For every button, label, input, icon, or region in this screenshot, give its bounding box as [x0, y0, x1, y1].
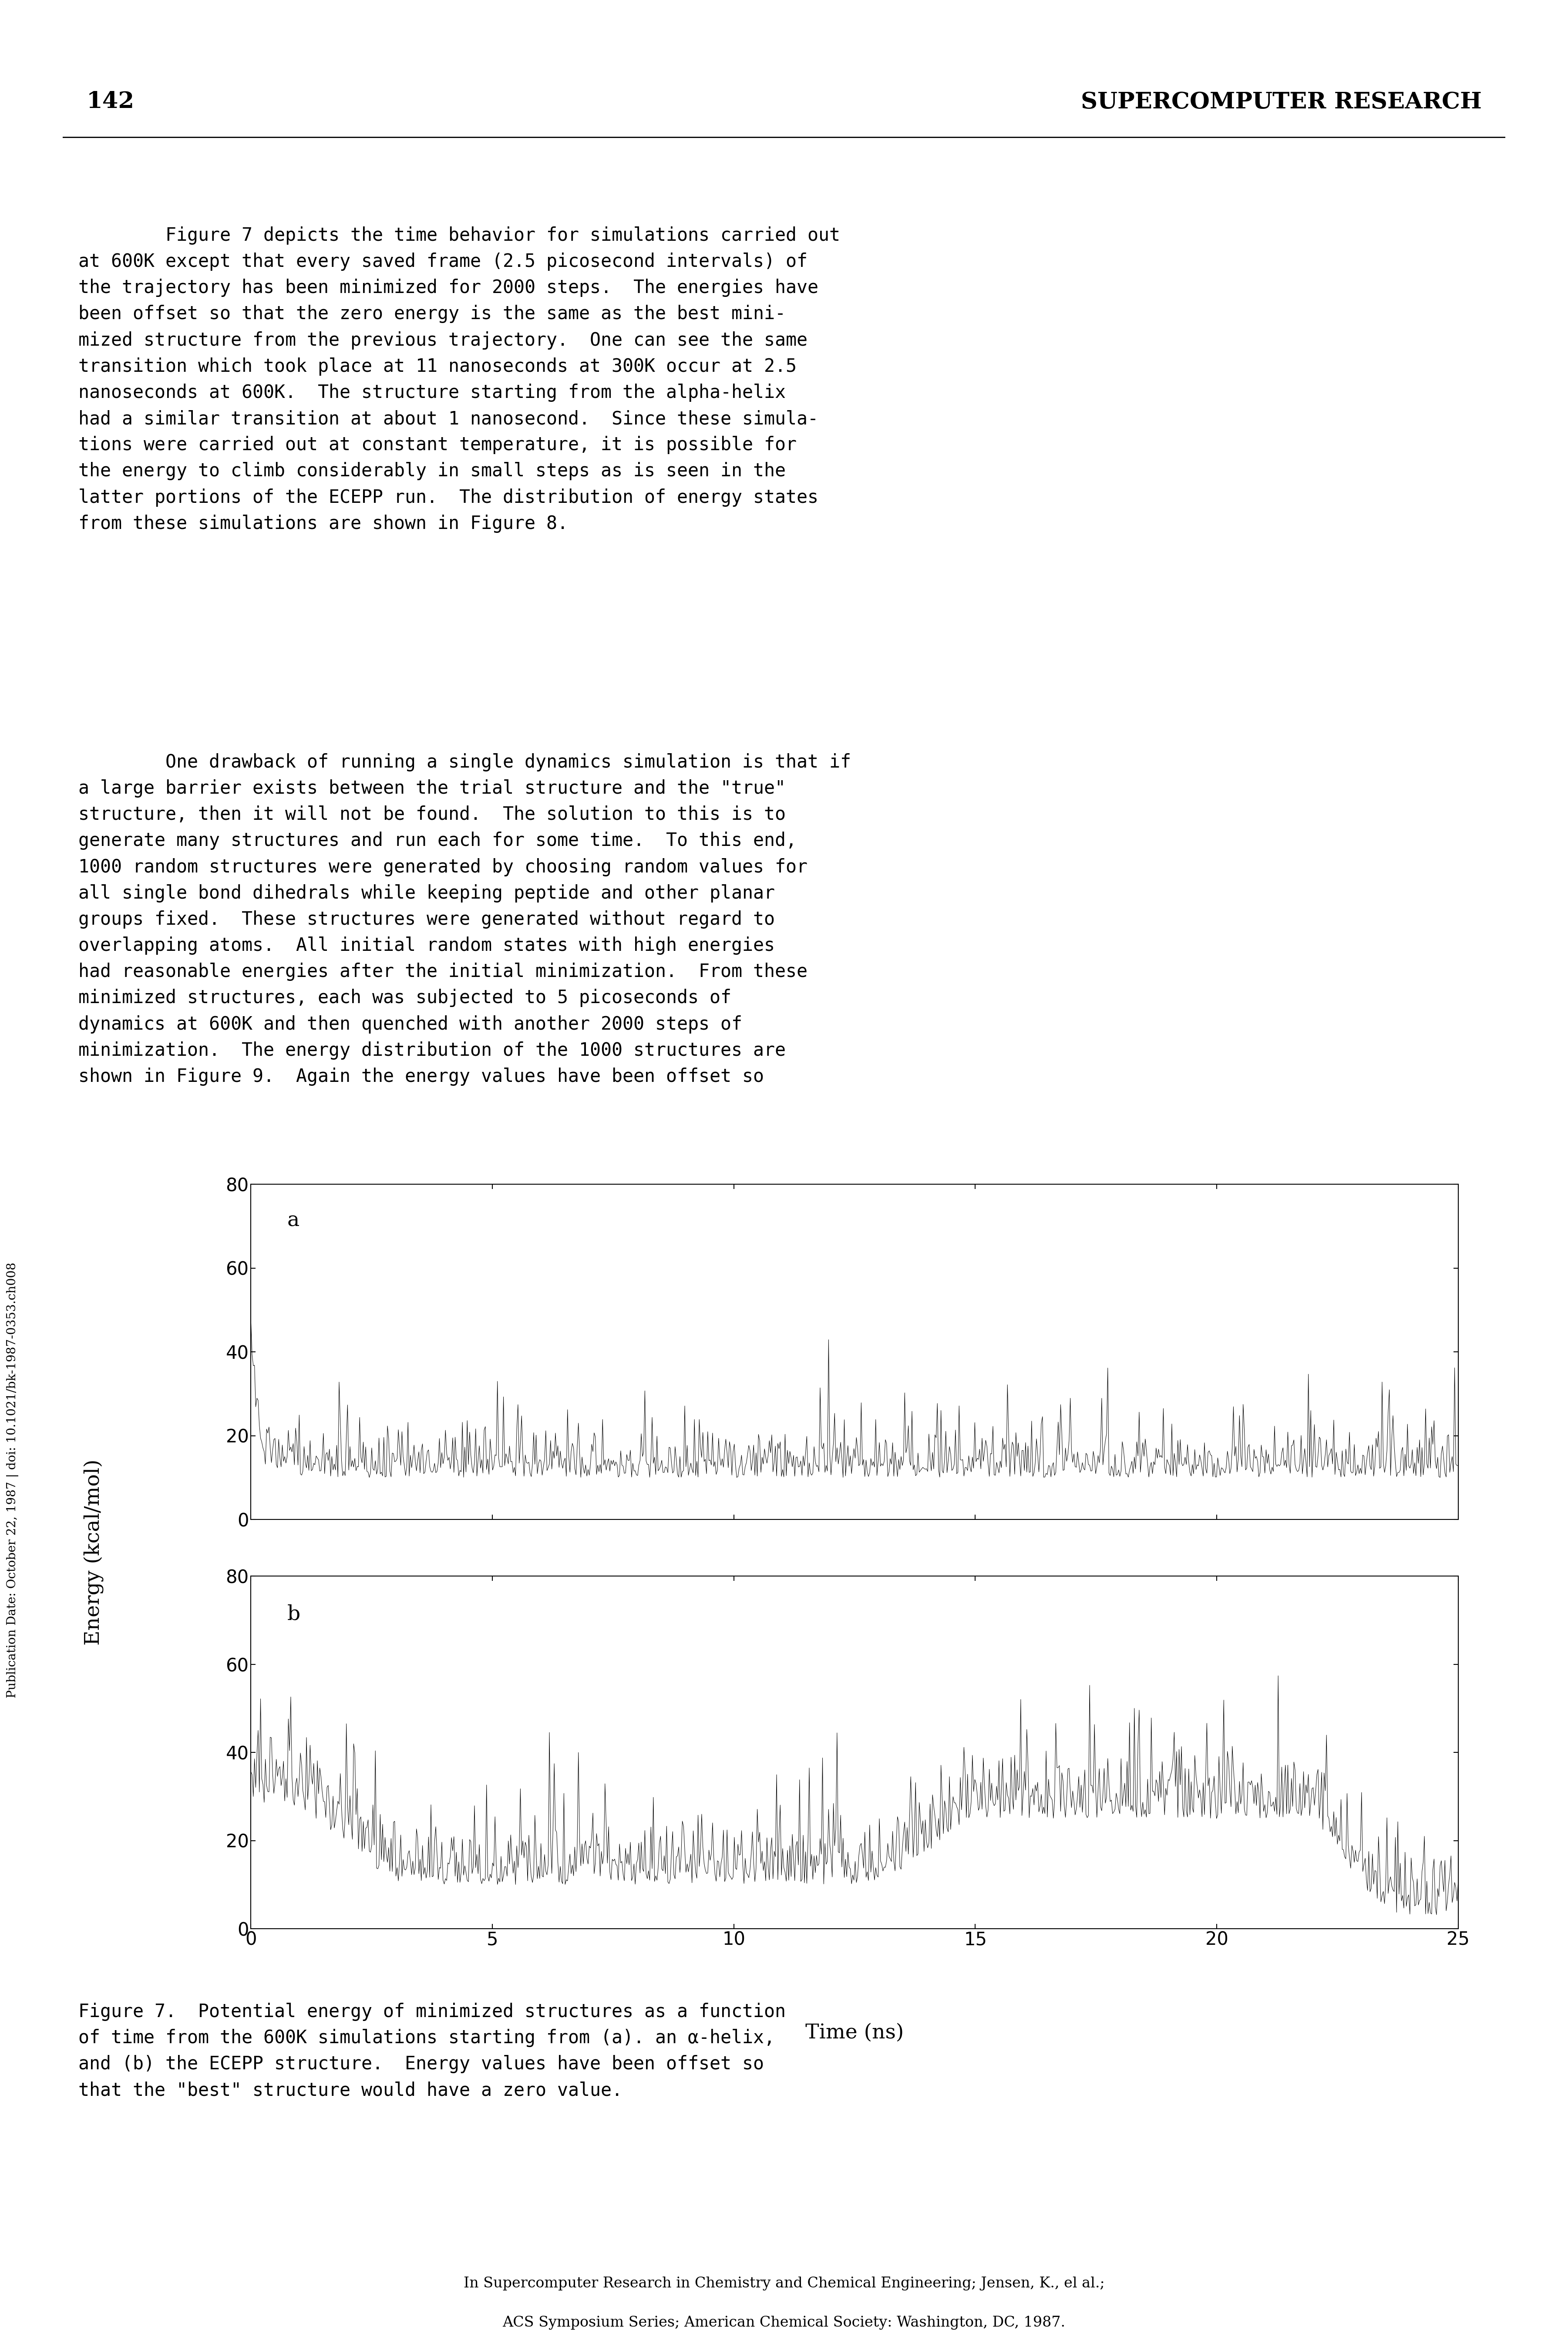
Text: In Supercomputer Research in Chemistry and Chemical Engineering; Jensen, K., el : In Supercomputer Research in Chemistry a… [464, 2276, 1104, 2290]
Text: One drawback of running a single dynamics simulation is that if
a large barrier : One drawback of running a single dynamic… [78, 752, 851, 1086]
Text: Time (ns): Time (ns) [806, 2022, 903, 2043]
Text: Energy (kcal/mol): Energy (kcal/mol) [85, 1460, 103, 1646]
Text: ACS Symposium Series; American Chemical Society: Washington, DC, 1987.: ACS Symposium Series; American Chemical … [502, 2316, 1066, 2330]
Text: 142: 142 [86, 92, 135, 113]
Text: Figure 7 depicts the time behavior for simulations carried out
at 600K except th: Figure 7 depicts the time behavior for s… [78, 226, 840, 534]
Text: Publication Date: October 22, 1987 | doi: 10.1021/bk-1987-0353.ch008: Publication Date: October 22, 1987 | doi… [6, 1262, 19, 1697]
Text: Figure 7.  Potential energy of minimized structures as a function
of time from t: Figure 7. Potential energy of minimized … [78, 2003, 786, 2099]
Text: b: b [287, 1603, 299, 1625]
Text: SUPERCOMPUTER RESEARCH: SUPERCOMPUTER RESEARCH [1080, 92, 1482, 113]
Text: a: a [287, 1211, 299, 1230]
